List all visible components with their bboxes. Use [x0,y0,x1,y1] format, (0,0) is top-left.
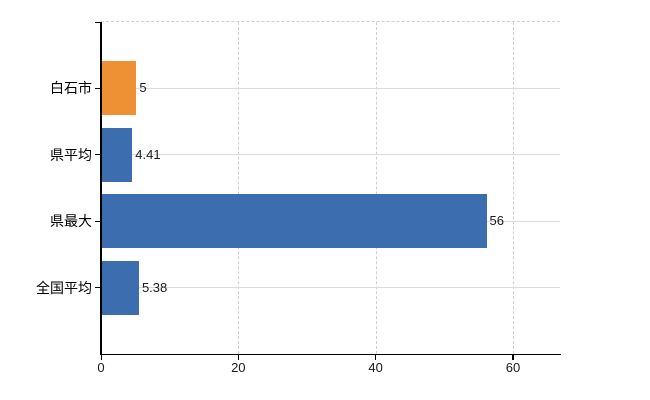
bar-value-label: 5.38 [141,279,168,295]
horizontal-gridline [101,287,560,289]
x-axis-tick [237,354,239,360]
horizontal-gridline [101,87,560,89]
category-label: 県平均 [50,146,92,163]
x-axis-line [100,353,561,355]
y-axis-top-tick [95,21,101,23]
bar-value-label: 4.41 [135,146,161,162]
bar-1 [102,61,137,116]
bar-value-label: 5 [139,80,147,96]
bar-3 [102,194,487,249]
x-tick-label: 40 [368,360,383,375]
vertical-gridline [512,22,514,354]
plot-top-border [101,21,560,22]
x-tick-label: 0 [97,360,105,375]
vertical-gridline [375,22,377,354]
x-axis-tick [100,354,102,360]
horizontal-gridline [101,154,560,156]
y-axis-line [100,22,102,355]
y-axis-tick [95,87,101,90]
y-axis-tick [95,220,101,222]
bar-4 [102,260,139,315]
y-axis-tick [95,154,101,156]
x-tick-label: 60 [505,360,521,375]
x-tick-label: 20 [231,360,246,375]
bar-value-label: 56 [489,213,504,229]
category-label: 白石市 [50,80,92,97]
vertical-gridline [238,22,240,354]
category-label: 全国平均 [36,279,92,296]
x-axis-tick [512,354,514,360]
x-axis-tick [375,354,377,360]
category-label: 県最大 [50,213,92,230]
bar-2 [102,127,133,182]
y-axis-tick [95,287,101,289]
